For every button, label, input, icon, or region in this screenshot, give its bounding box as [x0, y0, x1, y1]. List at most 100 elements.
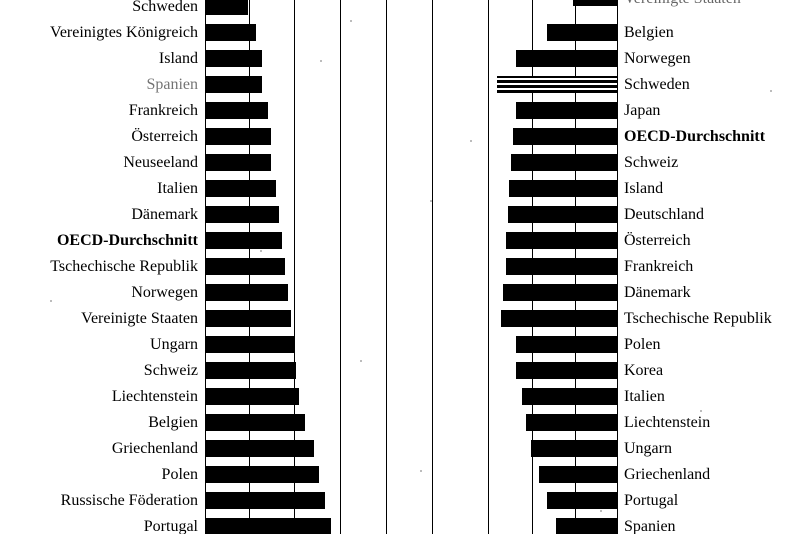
- left-bar: [205, 50, 262, 67]
- left-label: Italien: [0, 176, 198, 202]
- right-gridline: [617, 0, 618, 534]
- left-bar: [205, 0, 248, 15]
- right-label: Japan: [624, 98, 794, 124]
- right-label: Polen: [624, 332, 794, 358]
- right-bar: [503, 284, 617, 301]
- left-bar: [205, 128, 271, 145]
- left-label: Vereinigte Staaten: [0, 306, 198, 332]
- right-label: Liechtenstein: [624, 410, 794, 436]
- left-bar: [205, 154, 271, 171]
- right-bar: [506, 258, 617, 275]
- left-label: Tschechische Republik: [0, 254, 198, 280]
- right-label: OECD-Durchschnitt: [624, 124, 794, 150]
- right-label: Schweiz: [624, 150, 794, 176]
- left-label: Griechenland: [0, 436, 198, 462]
- right-label: Frankreich: [624, 254, 794, 280]
- right-bar: [539, 466, 617, 483]
- scan-noise-speck: [350, 20, 352, 22]
- left-bar: [205, 310, 291, 327]
- left-gridline: [340, 0, 341, 534]
- right-bar: [509, 180, 617, 197]
- right-label: Portugal: [624, 488, 794, 514]
- right-label: Vereinigte Staaten: [624, 0, 794, 12]
- left-gridline: [386, 0, 387, 534]
- right-bar: [547, 24, 617, 41]
- left-label: Schweiz: [0, 358, 198, 384]
- left-bar: [205, 492, 325, 509]
- scan-noise-speck: [430, 200, 432, 202]
- scan-noise-speck: [700, 410, 702, 412]
- right-bar: [556, 518, 617, 534]
- right-bar: [516, 50, 617, 67]
- left-bar: [205, 206, 279, 223]
- left-label: Spanien: [0, 72, 198, 98]
- left-label: Liechtenstein: [0, 384, 198, 410]
- left-bar: [205, 24, 256, 41]
- scan-noise-speck: [600, 510, 602, 512]
- right-bar: [497, 76, 617, 93]
- left-label: Portugal: [0, 514, 198, 534]
- left-label: Neuseeland: [0, 150, 198, 176]
- right-label: Tschechische Republik: [624, 306, 794, 332]
- scan-noise-speck: [260, 250, 262, 252]
- left-label: Schweden: [0, 0, 198, 20]
- left-bar: [205, 180, 276, 197]
- left-bar: [205, 102, 268, 119]
- left-label: Ungarn: [0, 332, 198, 358]
- left-bar: [205, 232, 282, 249]
- right-bar: [573, 0, 617, 6]
- left-label: Norwegen: [0, 280, 198, 306]
- left-bar: [205, 466, 319, 483]
- left-label: Belgien: [0, 410, 198, 436]
- right-label: Österreich: [624, 228, 794, 254]
- scan-noise-speck: [50, 300, 52, 302]
- right-bar: [511, 154, 617, 171]
- right-label: Schweden: [624, 72, 794, 98]
- left-label: Dänemark: [0, 202, 198, 228]
- right-bar: [516, 336, 617, 353]
- right-label: Belgien: [624, 20, 794, 46]
- right-bar: [531, 440, 617, 457]
- right-label: Island: [624, 176, 794, 202]
- right-label: Ungarn: [624, 436, 794, 462]
- right-label: Italien: [624, 384, 794, 410]
- right-bar: [508, 206, 617, 223]
- left-bar: [205, 440, 314, 457]
- right-bar: [516, 362, 617, 379]
- right-bar: [522, 388, 617, 405]
- left-bar: [205, 414, 305, 431]
- right-bar: [501, 310, 617, 327]
- left-label: Polen: [0, 462, 198, 488]
- left-gridline: [432, 0, 433, 534]
- right-bar: [547, 492, 617, 509]
- left-label: Österreich: [0, 124, 198, 150]
- left-label: Island: [0, 46, 198, 72]
- scan-noise-speck: [770, 90, 772, 92]
- left-bar: [205, 336, 294, 353]
- right-label: Norwegen: [624, 46, 794, 72]
- left-label: Russische Föderation: [0, 488, 198, 514]
- left-label: OECD-Durchschnitt: [0, 228, 198, 254]
- left-bar: [205, 362, 296, 379]
- scan-noise-speck: [470, 140, 472, 142]
- right-label: Griechenland: [624, 462, 794, 488]
- right-bar: [506, 232, 617, 249]
- scan-noise-speck: [320, 60, 322, 62]
- scan-noise-speck: [140, 500, 142, 502]
- left-label: Vereinigtes Königreich: [0, 20, 198, 46]
- scan-noise-speck: [420, 470, 422, 472]
- right-bar: [513, 128, 617, 145]
- left-bar: [205, 388, 299, 405]
- left-bar: [205, 258, 285, 275]
- scan-noise-speck: [360, 360, 362, 362]
- left-bar: [205, 284, 288, 301]
- left-bar: [205, 76, 262, 93]
- left-gridline: [488, 0, 489, 534]
- left-label: Frankreich: [0, 98, 198, 124]
- right-label: Deutschland: [624, 202, 794, 228]
- right-label: Spanien: [624, 514, 794, 534]
- left-bar: [205, 518, 331, 534]
- right-label: Dänemark: [624, 280, 794, 306]
- right-bar: [526, 414, 617, 431]
- right-label: Korea: [624, 358, 794, 384]
